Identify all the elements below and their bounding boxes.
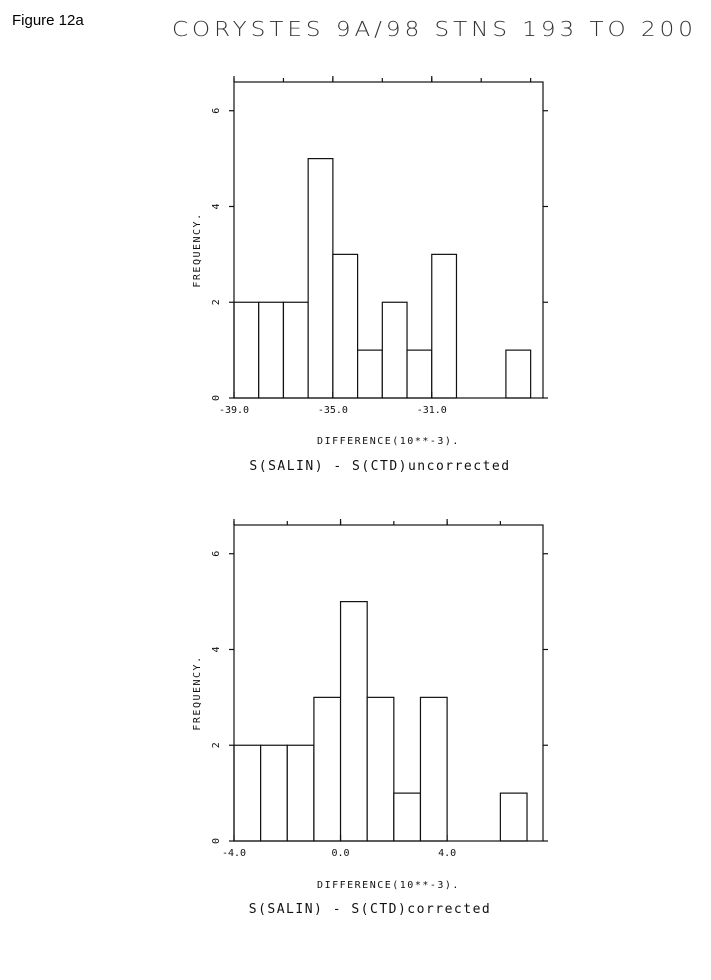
figure-title: CORYSTES 9A/98 STNS 193 TO 200 xyxy=(172,18,697,42)
chart-caption: S(SALIN) - S(CTD)corrected xyxy=(249,902,492,917)
plot-frame xyxy=(233,81,544,399)
y-axis-label: FREQUENCY. xyxy=(192,655,203,730)
x-tick-label: -39.0 xyxy=(219,405,249,416)
plot-frame xyxy=(233,524,544,842)
histogram-bar xyxy=(282,301,309,399)
y-tick-label: 2 xyxy=(211,742,222,748)
x-tick-label: -4.0 xyxy=(222,848,246,859)
histogram-bar xyxy=(366,696,395,842)
x-tick-label: -31.0 xyxy=(417,405,447,416)
x-tick-label: -35.0 xyxy=(318,405,348,416)
histogram-uncorrected: -39.0 -35.0 -31.0 0 2 4 6 DIFFERENCE(10**-3). FR… xyxy=(192,76,548,474)
figure-label: Figure 12a xyxy=(12,12,84,29)
x-axis-label: DIFFERENCE(10**-3). xyxy=(317,880,460,891)
y-tick-label: 4 xyxy=(211,646,222,652)
histogram-bar xyxy=(233,744,262,842)
histogram-bar xyxy=(393,792,422,842)
histogram-bar xyxy=(307,158,334,399)
histogram-bar xyxy=(286,744,315,842)
y-tick-label: 2 xyxy=(211,299,222,305)
y-tick-label: 4 xyxy=(211,203,222,209)
histogram-bar xyxy=(260,744,288,842)
x-tick-label: 0.0 xyxy=(332,848,350,859)
y-axis-label: FREQUENCY. xyxy=(192,212,203,287)
histogram-bar xyxy=(357,349,383,399)
x-tick-label: 4.0 xyxy=(438,848,456,859)
histogram-bar xyxy=(419,696,448,842)
y-tick-label: 6 xyxy=(211,551,222,557)
y-tick-label: 6 xyxy=(211,108,222,114)
y-tick-label: 0 xyxy=(211,838,222,844)
histogram-bar xyxy=(431,253,458,399)
histogram-bar xyxy=(339,601,368,842)
y-tick-label: 0 xyxy=(211,395,222,401)
histogram-bar xyxy=(233,301,260,399)
histogram-bar xyxy=(499,792,528,842)
chart-caption: S(SALIN) - S(CTD)uncorrected xyxy=(249,459,510,474)
histogram-bar xyxy=(313,696,342,842)
x-axis-label: DIFFERENCE(10**-3). xyxy=(317,436,460,447)
